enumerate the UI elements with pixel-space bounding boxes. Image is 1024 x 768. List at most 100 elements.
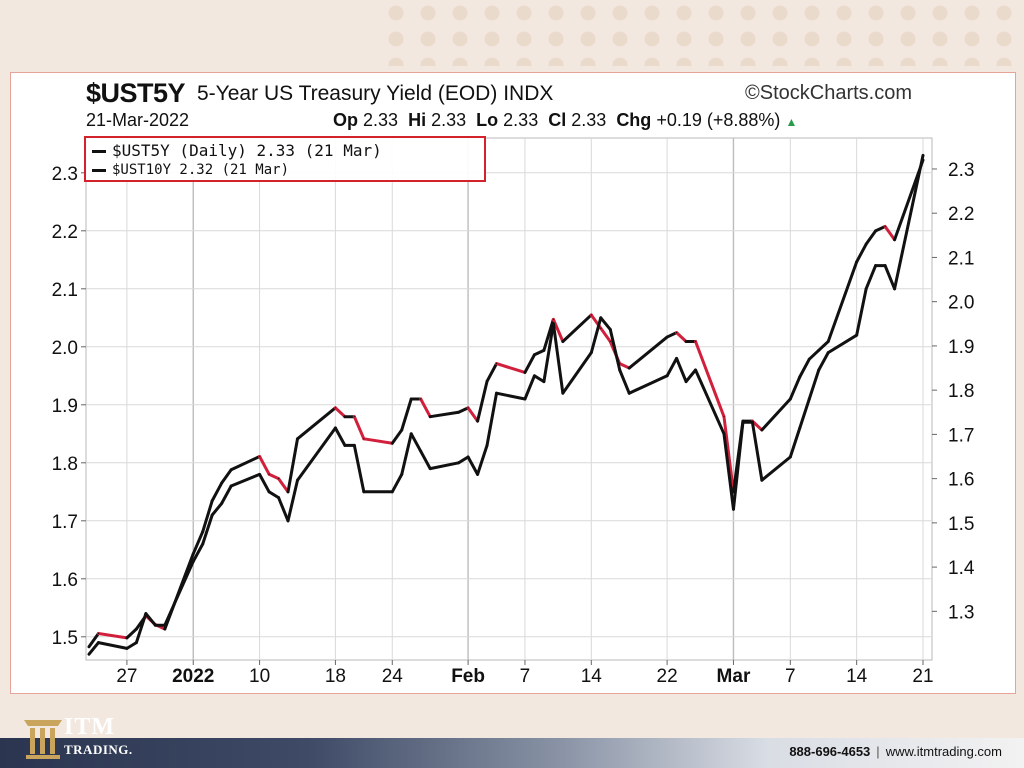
x-tick-label: Feb [451,666,485,687]
series-segment-ust5y [532,374,546,384]
data-point-ust10y [135,628,137,630]
data-point-ust5y [230,485,232,487]
data-point-ust5y [410,433,412,435]
footer-contact: 888-696-4653 | www.itmtrading.com [789,744,1002,759]
right-tick-label: 1.6 [948,470,974,491]
series-segment-ust5y [229,472,262,488]
data-point-ust10y [827,340,829,343]
series-segment-ust5y [760,455,792,482]
series-segment-ust10y [495,362,527,374]
data-point-ust10y [666,336,668,338]
series-segment-ust10y [286,437,299,494]
series-segment-ust5y [163,559,195,627]
series-segment-ust10y [599,326,612,343]
series-segment-ust5y [191,542,205,563]
left-tick-label: 2.1 [52,280,78,301]
series-segment-ust5y [457,455,470,465]
data-point-ust10y [495,363,498,365]
data-point-ust5y [723,433,725,435]
close-label: Cl [548,110,567,130]
series-segment-ust5y [333,426,347,447]
series-segment-ust5y [798,397,811,430]
series-segment-ust5y [125,641,138,650]
series-segment-ust10y [466,406,480,423]
close-value: 2.33 [571,110,607,130]
data-point-ust5y [495,392,498,394]
x-tick-label: 10 [249,666,270,687]
data-point-ust10y [268,473,270,475]
series-segment-ust10y [277,477,290,494]
data-point-ust5y [922,154,924,156]
chart-date: 21-Mar-2022 [86,110,190,130]
series-segment-ust5y [476,443,489,476]
data-point-ust10y [420,398,422,400]
data-point-ust5y [543,381,545,383]
series-segment-ust10y [87,631,100,649]
right-tick-label: 1.5 [948,514,974,535]
data-point-ust5y [296,479,299,481]
series-segment-ust10y [874,224,887,233]
series-segment-ust5y [286,478,299,523]
change-value: +0.19 (+8.88%) [656,110,781,130]
series-segment-ust5y [296,426,337,482]
data-point-ust5y [420,450,422,452]
left-tick-label: 1.5 [52,628,78,649]
data-point-ust5y [476,473,479,475]
series-segment-ust5y [883,264,897,291]
data-point-ust10y [192,553,194,555]
ohlc-readout: Op 2.33 Hi 2.33 Lo 2.33 Cl 2.33 Chg +0.1… [333,110,797,131]
data-point-ust5y [856,334,858,336]
data-point-ust10y [799,376,801,378]
series-segment-ust5y [485,391,499,447]
series-segment-ust5y [561,351,593,395]
data-point-ust5y [429,468,431,470]
series-segment-ust10y [220,468,233,485]
series-segment-ust10y [665,331,679,339]
data-point-ust10y [363,438,365,440]
series-segment-ust5y [694,368,726,436]
website-link[interactable]: www.itmtrading.com [885,744,1002,759]
right-tick-label: 1.3 [948,602,974,623]
series-segment-ust5y [542,322,555,384]
data-point-ust10y [486,380,488,382]
data-point-ust10y [287,491,289,493]
data-point-ust10y [723,416,725,418]
series-segment-ust5y [826,333,859,355]
series-segment-ust10y [618,362,631,370]
data-point-ust10y [334,407,337,409]
series-segment-ust5y [551,322,565,395]
x-tick-label: 18 [325,666,346,687]
data-point-ust5y [145,613,147,615]
data-point-ust5y [808,398,810,400]
data-point-ust10y [221,482,223,484]
logo-text-trading: TRADING. [64,742,133,757]
series-segment-ust10y [210,481,224,503]
series-segment-ust5y [390,472,404,494]
series-segment-ust10y [627,335,669,370]
data-point-ust10y [88,646,90,648]
series-segment-ust5y [134,612,148,645]
left-tick-label: 2.3 [52,164,78,185]
data-point-ust5y [363,491,365,493]
high-label: Hi [408,110,427,130]
high-value: 2.33 [431,110,467,130]
left-tick-label: 1.7 [52,512,78,533]
right-tick-label: 2.2 [948,204,974,225]
x-tick-label: 24 [382,666,404,687]
x-tick-label: 7 [785,666,796,687]
series-segment-ust5y [523,374,536,401]
series-segment-ust5y [788,426,802,459]
data-point-ust5y [562,392,564,394]
data-point-ust5y [88,653,90,655]
right-tick-label: 1.8 [948,381,974,402]
data-point-ust5y [164,624,166,626]
right-tick-label: 1.7 [948,425,974,446]
data-point-ust5y [154,624,156,626]
series-segment-ust10y [258,455,271,476]
data-point-ust5y [818,369,820,371]
series-segment-ust5y [675,356,688,384]
legend-item-ust5y: $UST5Y (Daily) 2.33 (21 Mar) [92,141,382,160]
series-segment-ust10y [807,348,821,361]
chart-symbol: $UST5Y [86,78,186,108]
